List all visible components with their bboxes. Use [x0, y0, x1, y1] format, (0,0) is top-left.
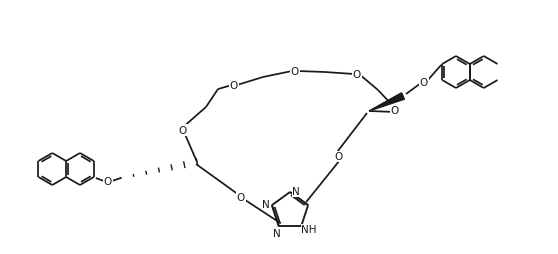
Text: O: O [353, 70, 361, 80]
Text: O: O [104, 176, 112, 186]
Text: O: O [179, 125, 187, 135]
Text: O: O [420, 78, 428, 88]
Text: O: O [237, 193, 245, 202]
Text: O: O [334, 151, 343, 162]
Text: N: N [262, 199, 270, 209]
Text: O: O [391, 106, 399, 116]
Text: NH: NH [301, 225, 317, 234]
Polygon shape [369, 93, 405, 112]
Text: O: O [291, 67, 299, 77]
Text: N: N [273, 228, 281, 239]
Text: N: N [292, 186, 300, 196]
Text: O: O [230, 81, 238, 91]
